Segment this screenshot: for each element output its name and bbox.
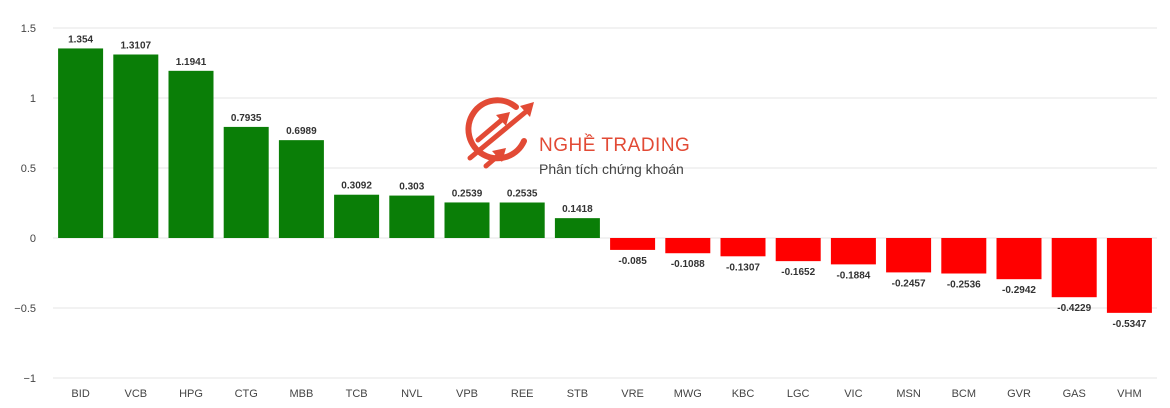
bar-mbb [278, 140, 324, 238]
data-label-kbc: -0.1307 [726, 262, 760, 273]
y-tick-label: 0 [30, 233, 36, 245]
x-tick-label-msn: MSN [896, 388, 921, 400]
bars: 1.354 1.3107 1.1941 0.7935 0.6989 0.3092 0.303… [58, 34, 1152, 330]
bar-hpg [168, 70, 214, 239]
y-tick-label: 0.5 [21, 163, 36, 175]
bar-vpb [444, 202, 490, 238]
x-tick-label-vpb: VPB [456, 388, 478, 400]
data-label-vre: -0.085 [618, 256, 647, 267]
data-label-bid: 1.354 [68, 34, 93, 45]
data-label-mwg: -0.1088 [671, 259, 705, 270]
y-tick-label: 1 [30, 93, 36, 105]
data-label-mbb: 0.6989 [286, 126, 317, 137]
bar-bcm [941, 238, 987, 274]
x-tick-label-gas: GAS [1063, 388, 1086, 400]
x-axis: BID VCB HPG CTG MBB TCB NVL VPB REE STB VRE MWG KBC L… [71, 388, 1141, 400]
bar-ree [499, 202, 545, 238]
y-tick-label: −1 [23, 373, 36, 385]
data-label-msn: -0.2457 [892, 278, 926, 289]
bar-bid [58, 48, 104, 238]
x-tick-label-vic: VIC [844, 388, 862, 400]
y-axis: 1.5 1 0.5 0 −0.5 −1 [14, 23, 36, 385]
bar-mwg [665, 238, 711, 254]
bar-lgc [775, 238, 821, 262]
x-tick-label-vhm: VHM [1117, 388, 1141, 400]
bar-msn [886, 238, 932, 273]
x-tick-label-kbc: KBC [732, 388, 755, 400]
bar-gas [1051, 238, 1097, 298]
watermark-logo: NGHỀ TRADING Phân tích chứng khoán [465, 97, 690, 177]
watermark-tagline: Phân tích chứng khoán [539, 161, 684, 177]
bar-ctg [223, 126, 269, 238]
y-tick-label: −0.5 [14, 303, 36, 315]
x-tick-label-tcb: TCB [346, 388, 368, 400]
x-tick-label-stb: STB [567, 388, 588, 400]
y-tick-label: 1.5 [21, 23, 36, 35]
bar-vre [610, 238, 656, 250]
data-label-ree: 0.2535 [507, 189, 538, 200]
x-tick-label-mbb: MBB [289, 388, 313, 400]
data-label-vpb: 0.2539 [452, 188, 483, 199]
x-tick-label-bcm: BCM [952, 388, 976, 400]
data-label-bcm: -0.2536 [947, 280, 981, 291]
x-tick-label-nvl: NVL [401, 388, 422, 400]
bar-nvl [389, 195, 435, 238]
bar-stb [554, 218, 600, 238]
bar-gvr [996, 238, 1042, 280]
x-tick-label-lgc: LGC [787, 388, 810, 400]
x-tick-label-vre: VRE [621, 388, 644, 400]
data-label-gvr: -0.2942 [1002, 285, 1036, 296]
data-label-nvl: 0.303 [399, 182, 424, 193]
grid-lines [53, 27, 1157, 379]
data-label-vic: -0.1884 [836, 270, 870, 281]
watermark-brand: NGHỀ TRADING [539, 134, 690, 156]
x-tick-label-mwg: MWG [674, 388, 702, 400]
data-label-hpg: 1.1941 [176, 57, 207, 68]
bar-tcb [334, 194, 380, 238]
data-label-lgc: -0.1652 [781, 267, 815, 278]
data-label-tcb: 0.3092 [341, 181, 372, 192]
data-label-vcb: 1.3107 [121, 41, 152, 52]
data-label-gas: -0.4229 [1057, 303, 1091, 314]
x-tick-label-hpg: HPG [179, 388, 203, 400]
x-tick-label-bid: BID [71, 388, 89, 400]
x-tick-label-vcb: VCB [124, 388, 147, 400]
x-tick-label-gvr: GVR [1007, 388, 1031, 400]
bar-vhm [1106, 238, 1152, 313]
x-tick-label-ree: REE [511, 388, 534, 400]
bar-vic [830, 238, 876, 265]
bar-kbc [720, 238, 766, 257]
x-tick-label-ctg: CTG [235, 388, 258, 400]
data-label-ctg: 0.7935 [231, 113, 262, 124]
trading-logo-icon [465, 97, 534, 169]
data-label-stb: 0.1418 [562, 204, 593, 215]
data-label-vhm: -0.5347 [1112, 319, 1146, 330]
bar-vcb [113, 54, 159, 238]
